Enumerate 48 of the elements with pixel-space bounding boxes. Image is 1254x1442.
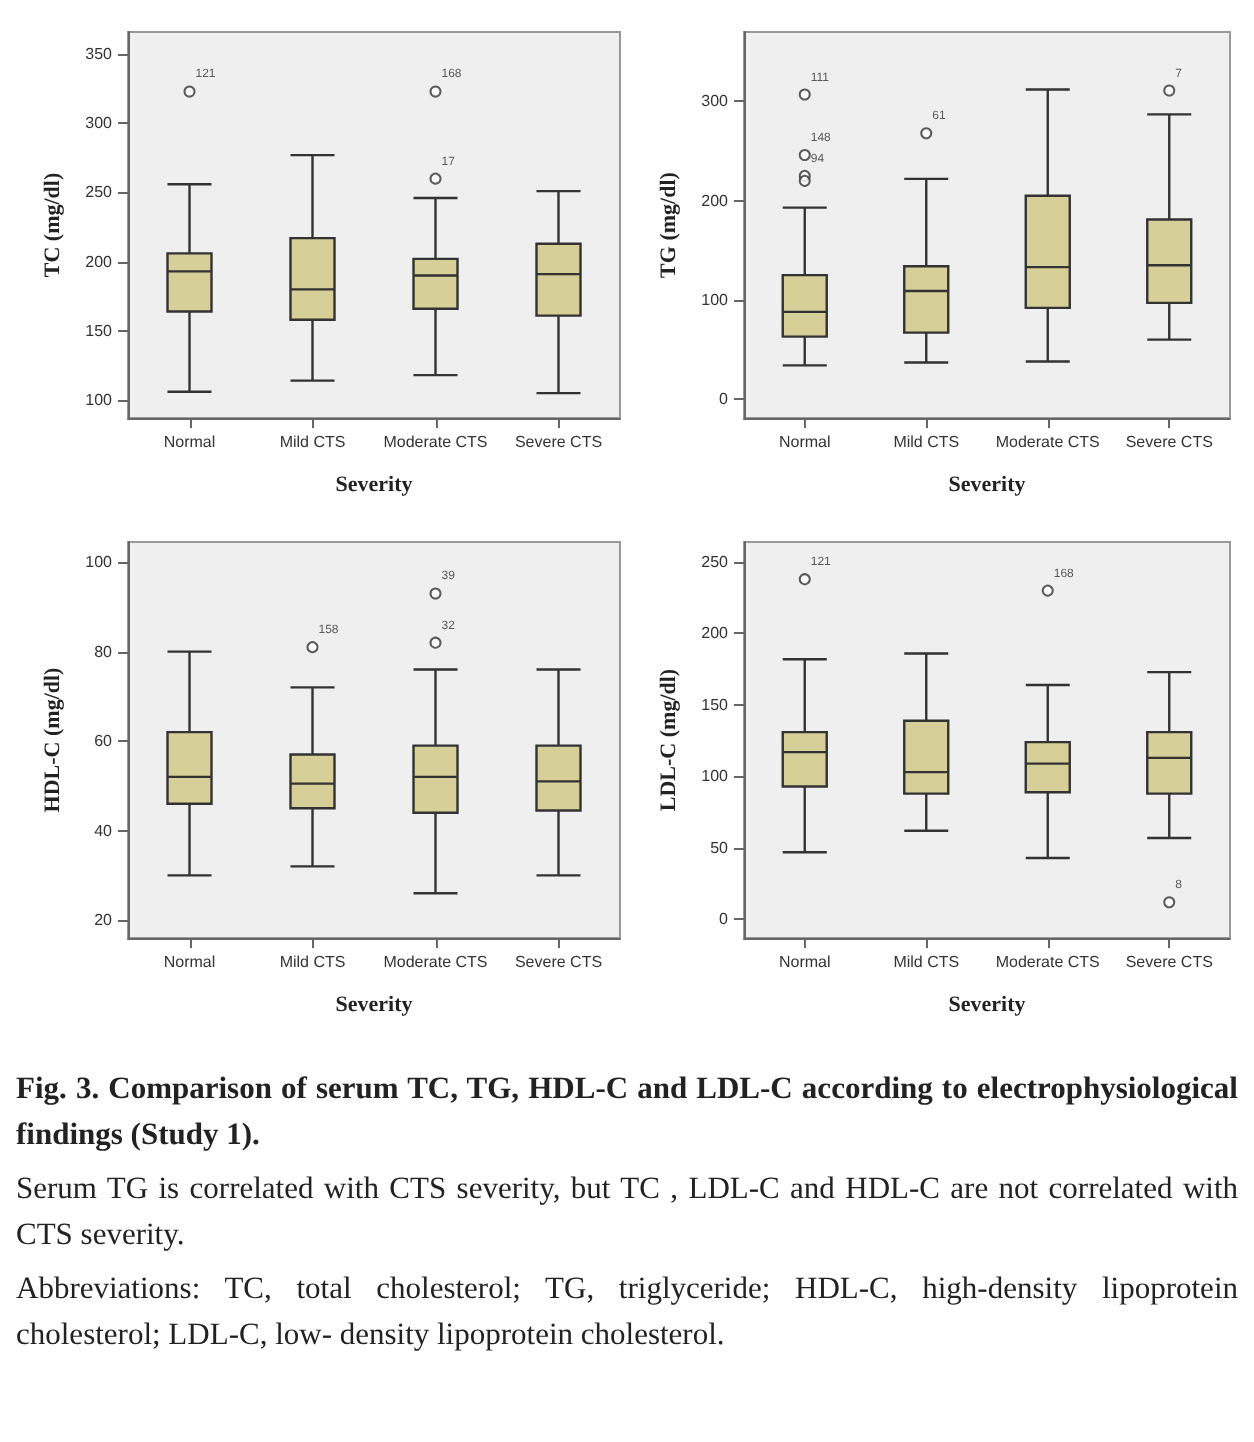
y-tick-label: 200 [701,191,730,210]
text: Abbreviations: TC, total cholesterol; TG, triglyceride; HDL-C, high-density lipoprotein cholesterol; LDL-C, low- density lipoprotein cholesterol. [16,1270,1238,1356]
y-tick-label: 250 [701,553,730,572]
x-tick-label: Severe CTS [514,953,603,971]
x-axis-title: Severity [948,473,1027,497]
x-tick-label: Mild CTS [893,433,960,451]
x-tick-label: Severe CTS [1125,433,1213,451]
y-tick-label: 150 [701,695,730,714]
x-tick-label: Moderate CTS [383,953,488,971]
x-tick-label: Mild CTS [279,953,346,971]
x-tick-label: Moderate CTS [995,953,1100,971]
x-axis-title: Severity [948,993,1027,1017]
y-tick-label: 350 [85,45,114,64]
y-tick-label: 0 [719,390,730,409]
y-tick-label: 40 [94,821,114,840]
y-tick-label: 20 [94,911,114,930]
y-axis-title: TG (mg/dl) [656,171,681,278]
x-tick-label: Mild CTS [279,433,346,451]
y-tick-label: 300 [701,92,730,111]
y-tick-label: 200 [85,252,114,271]
x-tick-label: Moderate CTS [383,433,488,451]
x-tick-label: Severe CTS [1125,953,1213,971]
y-tick-label: 100 [701,767,730,786]
y-tick-label: 0 [719,910,730,929]
y-tick-label: 150 [85,321,114,340]
x-tick-label: Normal [163,953,216,971]
text: Serum TG is correlated with CTS severity, but TC , LDL-C and HDL-C are not correlated with CTS severity. [16,1170,1238,1256]
x-tick-label: Mild CTS [893,953,960,971]
x-tick-label: Severe CTS [514,433,603,451]
x-tick-label: Normal [778,953,831,971]
x-tick-label: Normal [163,433,216,451]
y-axis-title: HDL-C (mg/dl) [40,666,65,813]
y-tick-label: 60 [94,732,114,751]
y-axis-title: TC (mg/dl) [40,172,65,278]
x-tick-label: Normal [778,433,831,451]
text: Fig. 3. Comparison of serum TC, TG, HDL-C and LDL-C according to electrophysiological findings (Study 1). [16,1070,1238,1156]
x-axis-title: Severity [335,473,414,497]
y-tick-label: 100 [85,553,114,572]
y-tick-label: 300 [85,114,114,133]
y-tick-label: 50 [710,838,730,857]
y-tick-label: 250 [85,183,114,202]
y-tick-label: 200 [701,624,730,643]
x-tick-label: Moderate CTS [995,433,1100,451]
y-tick-label: 80 [94,642,114,661]
y-axis-title: LDL-C (mg/dl) [656,668,681,812]
y-tick-label: 100 [85,391,114,410]
y-tick-label: 100 [701,290,730,309]
x-axis-title: Severity [335,993,414,1017]
